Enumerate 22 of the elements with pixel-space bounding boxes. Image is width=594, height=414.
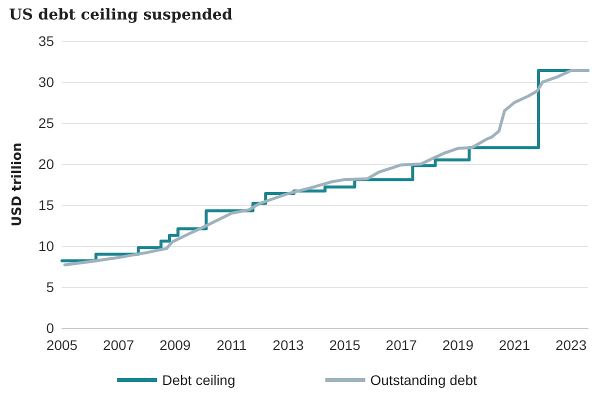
x-tick-label: 2011 — [216, 337, 247, 353]
legend-label: Debt ceiling — [162, 372, 236, 388]
y-tick-label: 15 — [38, 197, 54, 213]
y-tick-label: 30 — [38, 74, 54, 90]
x-tick-label: 2017 — [386, 337, 418, 353]
x-tick-label: 2019 — [442, 337, 474, 353]
x-tick-label: 2015 — [329, 337, 361, 353]
x-tick-label: 2009 — [160, 337, 191, 353]
y-tick-label: 0 — [46, 320, 54, 336]
x-tick-label: 2005 — [46, 337, 78, 353]
y-tick-label: 5 — [46, 279, 54, 295]
y-tick-label: 35 — [38, 33, 54, 49]
y-axis-title: USD trillion — [10, 142, 25, 226]
y-tick-label: 10 — [38, 238, 54, 254]
x-tick-label: 2007 — [102, 337, 134, 353]
legend-label: Outstanding debt — [370, 372, 478, 388]
chart-title: US debt ceiling suspended — [9, 6, 233, 24]
x-tick-label: 2023 — [555, 337, 587, 353]
x-tick-label: 2021 — [498, 337, 530, 353]
y-tick-label: 25 — [38, 115, 54, 131]
x-tick-label: 2013 — [272, 337, 304, 353]
y-tick-label: 20 — [38, 156, 54, 172]
